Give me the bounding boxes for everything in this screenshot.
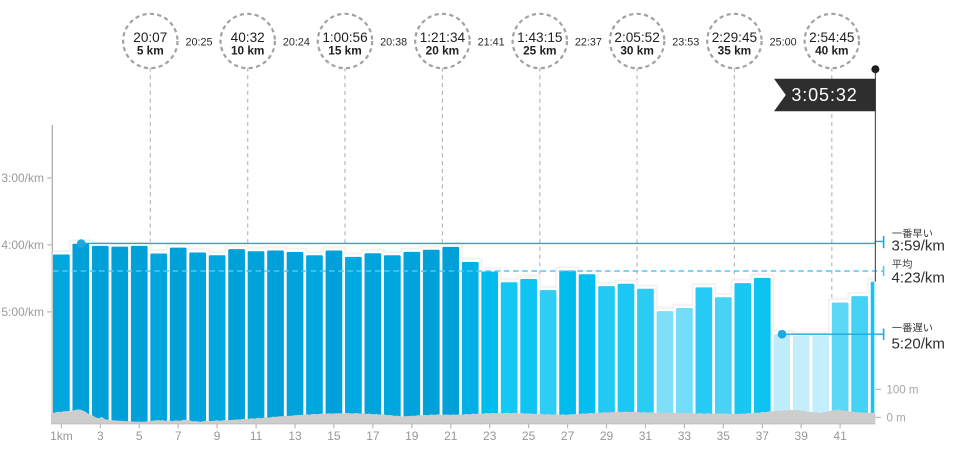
svg-text:1:43:15: 1:43:15 <box>517 30 562 45</box>
svg-text:3: 3 <box>97 429 104 443</box>
svg-text:0 m: 0 m <box>887 412 906 424</box>
svg-text:20:25: 20:25 <box>185 36 212 48</box>
svg-text:15: 15 <box>327 429 341 443</box>
svg-text:40 km: 40 km <box>815 44 848 58</box>
svg-text:17: 17 <box>366 429 380 443</box>
svg-text:2:54:45: 2:54:45 <box>809 30 854 45</box>
svg-text:10 km: 10 km <box>231 44 264 58</box>
svg-text:21:41: 21:41 <box>478 36 505 48</box>
svg-text:30 km: 30 km <box>620 44 653 58</box>
svg-text:40:32: 40:32 <box>231 30 265 45</box>
svg-text:5 km: 5 km <box>137 44 164 58</box>
svg-text:20 km: 20 km <box>426 44 459 58</box>
svg-text:21: 21 <box>444 429 458 443</box>
svg-text:35: 35 <box>717 429 731 443</box>
svg-text:20:24: 20:24 <box>283 36 310 48</box>
svg-text:29: 29 <box>600 429 614 443</box>
svg-text:5:00/km: 5:00/km <box>1 305 44 319</box>
svg-text:2:29:45: 2:29:45 <box>712 30 757 45</box>
svg-text:41: 41 <box>833 429 847 443</box>
svg-text:3:00/km: 3:00/km <box>1 171 44 185</box>
svg-text:13: 13 <box>288 429 302 443</box>
svg-text:1:21:34: 1:21:34 <box>420 30 466 45</box>
svg-text:25 km: 25 km <box>523 44 556 58</box>
svg-text:5:20/km: 5:20/km <box>892 335 945 352</box>
svg-text:11: 11 <box>250 429 263 443</box>
svg-text:100 m: 100 m <box>887 384 919 396</box>
svg-text:9: 9 <box>214 429 221 443</box>
svg-text:25: 25 <box>522 429 536 443</box>
svg-text:22:37: 22:37 <box>575 36 602 48</box>
svg-text:15 km: 15 km <box>328 44 361 58</box>
svg-text:7: 7 <box>175 429 182 443</box>
svg-text:4:00/km: 4:00/km <box>1 238 44 252</box>
svg-text:3:05:32: 3:05:32 <box>791 85 857 105</box>
svg-text:27: 27 <box>561 429 575 443</box>
svg-text:20:38: 20:38 <box>380 36 407 48</box>
svg-text:33: 33 <box>678 429 692 443</box>
svg-text:4:23/km: 4:23/km <box>892 270 945 287</box>
svg-text:35 km: 35 km <box>718 44 751 58</box>
svg-text:23: 23 <box>483 429 497 443</box>
svg-text:39: 39 <box>795 429 809 443</box>
svg-text:2:05:52: 2:05:52 <box>614 30 659 45</box>
svg-text:5: 5 <box>136 429 143 443</box>
svg-text:31: 31 <box>639 429 653 443</box>
svg-text:3:59/km: 3:59/km <box>892 238 945 255</box>
svg-text:1km: 1km <box>50 429 73 443</box>
svg-text:37: 37 <box>756 429 770 443</box>
svg-text:20:07: 20:07 <box>133 30 167 45</box>
svg-text:1:00:56: 1:00:56 <box>322 30 367 45</box>
svg-text:23:53: 23:53 <box>672 36 699 48</box>
svg-text:19: 19 <box>405 429 419 443</box>
svg-text:25:00: 25:00 <box>770 36 797 48</box>
